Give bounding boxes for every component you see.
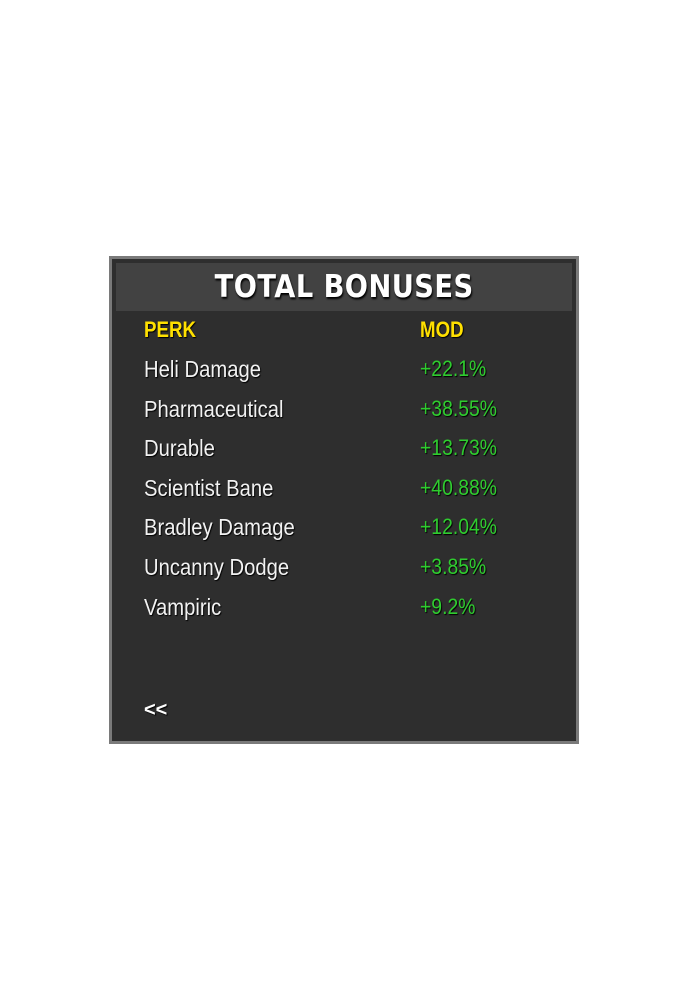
table-row: Vampiric +9.2%: [112, 594, 576, 634]
perk-name: Bradley Damage: [144, 514, 295, 541]
perk-mod: +3.85%: [420, 553, 487, 579]
perk-mod: +9.2%: [420, 593, 476, 619]
perk-name: Uncanny Dodge: [144, 553, 290, 580]
back-button[interactable]: <<: [144, 699, 168, 721]
title-bar: TOTAL BONUSES: [116, 263, 572, 311]
perk-mod: +22.1%: [420, 356, 487, 381]
perk-mod: +12.04%: [420, 514, 497, 540]
perk-mod: +38.55%: [420, 395, 497, 421]
table-row: Uncanny Dodge +3.85%: [112, 554, 576, 594]
panel-title: TOTAL BONUSES: [214, 269, 474, 305]
table-header: PERK MOD: [112, 317, 576, 347]
table-row: Scientist Bane +40.88%: [112, 475, 576, 515]
mod-column-header: MOD: [420, 317, 464, 342]
perk-column-header: PERK: [144, 317, 196, 342]
perk-name: Pharmaceutical: [144, 395, 284, 422]
perk-mod: +40.88%: [420, 474, 497, 500]
perk-name: Heli Damage: [144, 356, 261, 382]
bonus-list: Heli Damage +22.1% Pharmaceutical +38.55…: [112, 356, 576, 633]
perk-name: Vampiric: [144, 593, 222, 620]
perk-mod: +13.73%: [420, 435, 497, 461]
total-bonuses-panel: TOTAL BONUSES PERK MOD Heli Damage +22.1…: [109, 256, 579, 744]
table-row: Bradley Damage +12.04%: [112, 514, 576, 554]
table-row: Heli Damage +22.1%: [112, 356, 576, 396]
table-row: Durable +13.73%: [112, 435, 576, 475]
table-row: Pharmaceutical +38.55%: [112, 396, 576, 436]
perk-name: Scientist Bane: [144, 474, 274, 501]
perk-name: Durable: [144, 435, 215, 462]
